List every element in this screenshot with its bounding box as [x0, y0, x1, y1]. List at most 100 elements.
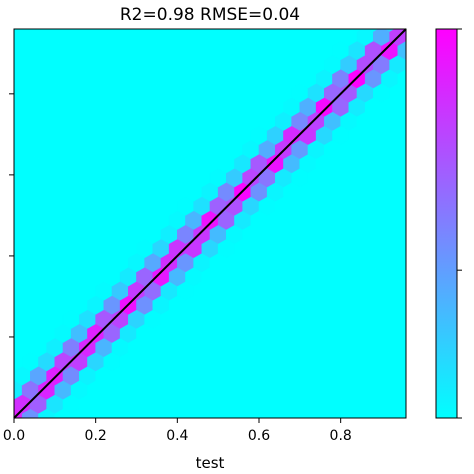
hex-bin	[406, 0, 422, 17]
plot-frame	[13, 28, 407, 419]
hex-bin	[0, 267, 6, 286]
hex-bin	[139, 29, 150, 32]
hex-bin	[0, 69, 6, 88]
hex-bin	[303, 29, 313, 32]
hex-bin	[123, 29, 134, 32]
hex-bin	[414, 267, 430, 286]
hex-bin	[405, 342, 406, 353]
hex-bin	[58, 29, 68, 32]
hex-bin	[14, 229, 15, 240]
hex-bin	[405, 59, 406, 70]
x-axis-label: test	[196, 454, 225, 472]
hex-bin	[414, 380, 430, 399]
hex-bin	[405, 313, 406, 325]
hex-bin	[405, 285, 406, 296]
hex-bin	[90, 29, 101, 32]
hex-bin	[14, 29, 19, 32]
hex-bin	[324, 0, 340, 17]
hex-bin	[14, 342, 15, 353]
hex-bin	[405, 31, 406, 42]
hex-bin	[14, 115, 15, 127]
hex-bin	[14, 285, 15, 296]
hex-bin	[414, 324, 430, 343]
hex-bin	[14, 59, 15, 70]
hex-bin	[405, 115, 406, 127]
hex-bin	[172, 29, 183, 32]
hex-bin	[270, 29, 281, 32]
hex-bin	[414, 69, 430, 88]
hex-bin	[414, 352, 430, 371]
hex-bin	[286, 29, 297, 32]
chart-title: R2=0.98 RMSE=0.04	[120, 5, 300, 25]
hex-bin	[319, 29, 330, 32]
hex-bin	[0, 13, 6, 32]
hex-bin	[79, 0, 95, 17]
hex-bin	[384, 29, 395, 32]
hex-bin	[0, 324, 6, 343]
hex-bin	[0, 41, 6, 60]
hex-bin	[352, 29, 362, 32]
hex-bin	[405, 144, 406, 155]
colorbar-ticks	[457, 28, 462, 419]
plot-area	[0, 0, 438, 428]
hex-bin	[414, 97, 430, 116]
x-tick-label: 0.4	[166, 428, 188, 444]
hex-bin	[0, 154, 6, 173]
hex-bin	[0, 182, 6, 201]
hex-bin	[14, 87, 15, 98]
hex-bin	[96, 0, 112, 17]
hex-bin	[0, 0, 14, 17]
hex-bin	[414, 13, 430, 32]
hex-bin	[0, 211, 6, 230]
hex-bin	[405, 398, 406, 409]
hex-bin	[414, 41, 430, 60]
y-axis	[9, 93, 14, 338]
hex-bin	[25, 29, 36, 32]
hex-bin	[14, 0, 30, 17]
hex-bin	[221, 29, 232, 32]
hex-bin	[405, 87, 406, 98]
hex-bin	[107, 29, 117, 32]
hex-bin	[405, 172, 406, 183]
hex-bin	[414, 154, 430, 173]
hex-bin	[373, 0, 389, 17]
x-tick-label: 0.6	[248, 428, 270, 444]
hex-bin	[0, 239, 6, 258]
hex-bin	[14, 144, 15, 155]
hex-bin	[405, 200, 406, 211]
hex-bin	[414, 239, 430, 258]
hex-bin	[414, 182, 430, 201]
hex-bin	[205, 29, 215, 32]
colorbar	[435, 28, 458, 419]
x-tick-label: 0.8	[330, 428, 352, 444]
hex-bin	[14, 398, 15, 409]
x-axis: 0.0 0.2 0.4 0.6 0.8	[3, 418, 352, 444]
hex-bin	[405, 370, 406, 381]
hex-bin	[335, 29, 346, 32]
hex-bin	[63, 0, 79, 17]
hex-bin	[414, 211, 430, 230]
hex-bin	[405, 257, 406, 268]
hex-bin	[308, 0, 324, 17]
hex-bin	[0, 295, 6, 314]
hex-bin	[0, 126, 6, 145]
hex-bin	[357, 0, 373, 17]
hex-bin	[368, 29, 379, 32]
hex-bin	[14, 200, 15, 211]
hex-bin	[74, 29, 85, 32]
hex-bin	[254, 29, 264, 32]
hex-bin	[14, 31, 15, 42]
hex-bin	[156, 29, 166, 32]
hex-bin	[414, 126, 430, 145]
identity-line	[13, 28, 407, 419]
hex-bin	[14, 172, 15, 183]
hex-bin	[422, 0, 438, 17]
hex-bin	[414, 295, 430, 314]
hex-bin	[188, 29, 199, 32]
hex-bin	[414, 409, 430, 428]
hex-bin	[14, 370, 15, 381]
hex-bin	[0, 97, 6, 116]
hex-bin	[0, 409, 6, 428]
hex-bin	[405, 229, 406, 240]
